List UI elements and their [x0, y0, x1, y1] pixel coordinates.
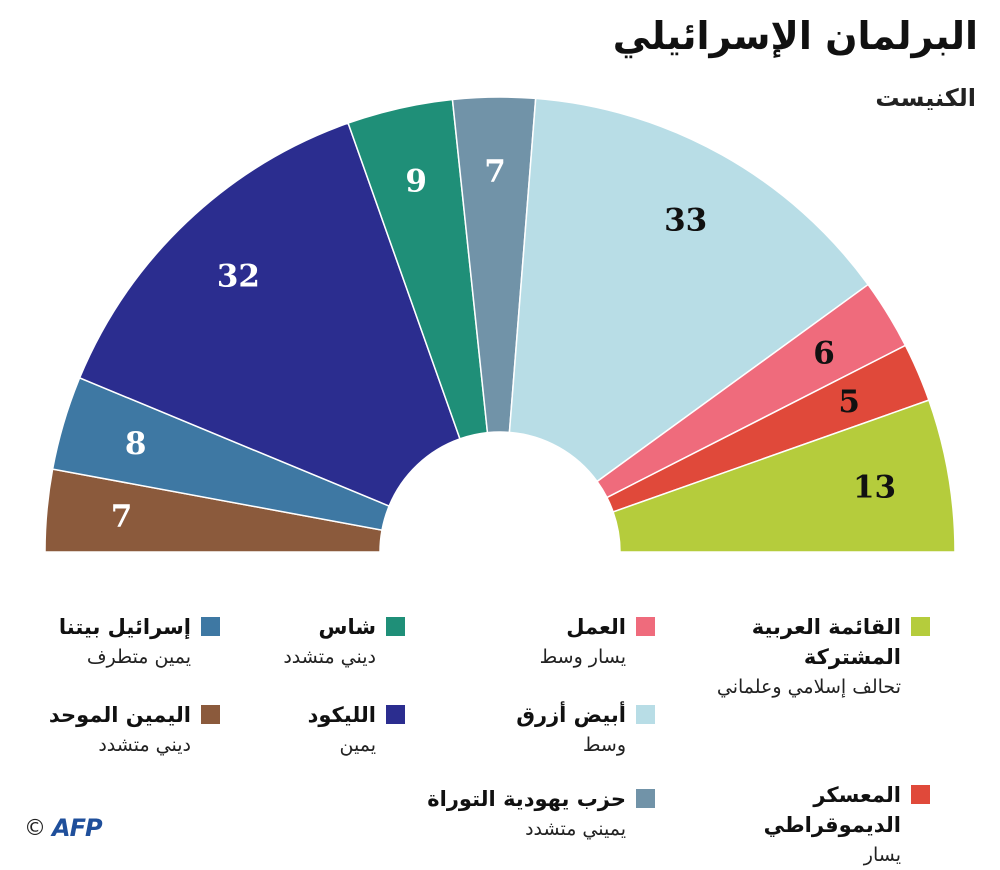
legend-name-utj: حزب يهودية التوراة	[427, 787, 626, 811]
legend-item-blue-white: أبيض أزرق وسط	[425, 700, 655, 760]
legend-item-shas: شاس ديني متشدد	[235, 612, 405, 672]
credit: © AFP	[24, 814, 103, 842]
legend-swatch-yisrael-beiteinu	[201, 617, 220, 636]
legend-swatch-joint-list	[911, 617, 930, 636]
chart-title: البرلمان الإسرائيلي	[612, 14, 978, 58]
seat-chart: 7 8 32 9 7 33 65 13	[44, 96, 956, 553]
seat-count-label: 13	[853, 470, 896, 506]
seat-count-label: 7	[484, 154, 506, 190]
afp-logo: AFP	[52, 814, 103, 842]
legend-swatch-utj	[636, 789, 655, 808]
legend-desc-shas: ديني متشدد	[283, 646, 376, 668]
legend-name-shas: شاس	[318, 615, 376, 639]
legend-item-likud: الليكود يمين	[235, 700, 405, 760]
legend-name-joint-list: القائمة العربية المشتركة	[751, 615, 901, 669]
legend-item-democratic-camp: المعسكر الديموقراطي يسار	[670, 780, 930, 870]
legend-swatch-likud	[386, 705, 405, 724]
chart-subtitle: الكنيست	[875, 84, 976, 112]
seat-slice	[612, 399, 956, 553]
legend-item-joint-list: القائمة العربية المشتركة تحالف إسلامي وع…	[690, 612, 930, 702]
legend-desc-labor: يسار وسط	[539, 646, 626, 668]
legend-name-democratic-camp: المعسكر الديموقراطي	[763, 783, 901, 837]
legend-item-united-right: اليمين الموحد ديني متشدد	[20, 700, 220, 760]
legend-desc-democratic-camp: يسار	[863, 844, 901, 866]
legend-swatch-blue-white	[636, 705, 655, 724]
legend-desc-likud: يمين	[339, 734, 376, 756]
legend-desc-joint-list: تحالف إسلامي وعلماني	[716, 676, 901, 698]
legend-name-united-right: اليمين الموحد	[48, 703, 191, 727]
legend-name-yisrael-beiteinu: إسرائيل بيتنا	[58, 615, 191, 639]
legend-name-blue-white: أبيض أزرق	[516, 703, 626, 727]
legend-swatch-labor	[636, 617, 655, 636]
legend-desc-utj: يميني متشدد	[525, 818, 626, 840]
legend-desc-yisrael-beiteinu: يمين متطرف	[86, 646, 191, 668]
seat-count-label: 9	[405, 163, 427, 199]
legend-item-utj: حزب يهودية التوراة يميني متشدد	[415, 784, 655, 844]
seat-count-label: 8	[125, 426, 147, 462]
seat-count-label: 5	[838, 384, 860, 420]
seat-count-label: 7	[111, 499, 133, 535]
legend-swatch-democratic-camp	[911, 785, 930, 804]
legend-desc-united-right: ديني متشدد	[98, 734, 191, 756]
seat-count-label: 32	[217, 258, 260, 294]
seat-count-label: 6	[813, 335, 835, 371]
legend-name-labor: العمل	[566, 615, 626, 639]
seat-slice	[78, 122, 461, 508]
legend-name-likud: الليكود	[307, 703, 376, 727]
legend-item-yisrael-beiteinu: إسرائيل بيتنا يمين متطرف	[20, 612, 220, 672]
legend-swatch-shas	[386, 617, 405, 636]
legend-swatch-united-right	[201, 705, 220, 724]
legend-item-labor: العمل يسار وسط	[425, 612, 655, 672]
seat-count-label: 33	[664, 202, 707, 238]
copyright-symbol: ©	[24, 815, 46, 841]
legend-desc-blue-white: وسط	[582, 734, 626, 756]
seat-slice	[508, 97, 870, 483]
